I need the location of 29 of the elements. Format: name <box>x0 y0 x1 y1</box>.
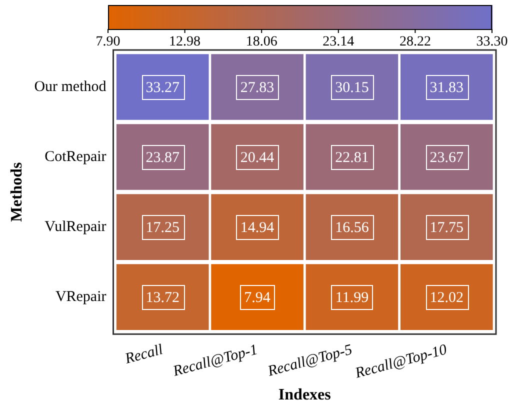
color-bar-label: 18.06 <box>246 34 278 50</box>
data-label: 7.94 <box>244 290 271 306</box>
data-label: 16.56 <box>335 220 370 236</box>
data-label: 11.99 <box>335 290 369 306</box>
data-label: 22.81 <box>335 150 369 166</box>
data-label: 33.27 <box>146 80 180 96</box>
x-axis-title: Indexes <box>278 386 331 404</box>
y-tick-label: VulRepair <box>44 218 106 235</box>
color-bar-label: 23.14 <box>322 34 354 50</box>
data-label: 30.15 <box>335 80 369 96</box>
y-tick-label: CotRepair <box>44 148 106 165</box>
y-axis-title: Methods <box>8 162 26 222</box>
color-bar-label: 33.30 <box>476 34 508 50</box>
color-bar-label: 12.98 <box>169 34 201 50</box>
data-label: 23.87 <box>146 150 180 166</box>
data-label: 31.83 <box>430 80 464 96</box>
y-tick-label: Our method <box>34 78 107 95</box>
data-label: 17.25 <box>146 220 180 236</box>
data-label: 20.44 <box>240 150 275 166</box>
data-label: 12.02 <box>430 290 464 306</box>
data-label: 14.94 <box>240 220 275 236</box>
data-label: 23.67 <box>430 150 464 166</box>
x-tick-label: Recall <box>122 342 165 368</box>
y-tick-label: VRepair <box>55 288 106 305</box>
color-bar-label: 28.22 <box>399 34 431 50</box>
data-label: 27.83 <box>240 80 274 96</box>
color-bar-label: 7.90 <box>96 34 120 50</box>
data-label: 17.75 <box>430 220 464 236</box>
data-label: 13.72 <box>146 290 180 306</box>
